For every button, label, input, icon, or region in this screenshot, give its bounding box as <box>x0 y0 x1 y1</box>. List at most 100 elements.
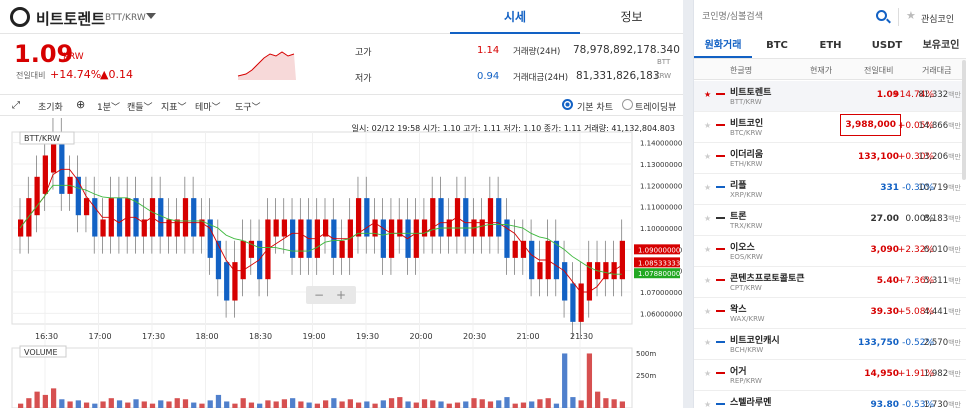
price-tag-label: 1.08533333 <box>638 259 680 267</box>
expand-icon[interactable]: ⤢ <box>12 100 20 111</box>
coin-name: 비트코인 <box>730 119 764 129</box>
tab-btc[interactable]: BTC <box>766 40 788 51</box>
amount-label: 거래대금(24H) <box>513 73 569 83</box>
interval-select[interactable]: 1분﹀ <box>97 103 121 113</box>
volume-bar <box>67 401 73 408</box>
volume-bar <box>380 400 386 408</box>
zoom-out-icon[interactable]: − <box>314 288 324 302</box>
favorite-star-icon[interactable]: ★ <box>704 276 712 285</box>
divider <box>898 8 899 26</box>
coin-price: 39.30 <box>870 307 899 317</box>
theme-select[interactable]: 테마﹀ <box>195 103 221 113</box>
tradingview-radio[interactable] <box>622 99 633 110</box>
favorite-star-icon[interactable]: ★ <box>704 307 712 316</box>
tools-select[interactable]: 도구﹀ <box>235 103 261 113</box>
candle-body <box>553 240 560 280</box>
candle-body <box>504 219 510 258</box>
favorite-star-icon[interactable]: ★ <box>704 90 712 99</box>
col-volume[interactable]: 거래대금 <box>922 66 952 75</box>
coin-row[interactable]: ★ 콘텐츠프로토콜토큰 CPT/KRW 5.40 +7.36% 5,311백만 <box>694 267 966 298</box>
chart-toolbar: ⤢ 초기화 ⊕ 1분﹀ 캔들﹀ 지표﹀ 테마﹀ 도구﹀ 기본 차트 트레이딩뷰 <box>0 94 683 116</box>
chevron-down-icon[interactable] <box>146 13 156 19</box>
favorite-star-icon[interactable]: ★ <box>704 121 712 130</box>
trend-mark-icon <box>716 403 725 405</box>
favorite-star-icon[interactable]: ★ <box>704 400 712 408</box>
volume-bar <box>182 399 189 408</box>
coin-row[interactable]: ★ 비트코인캐시 BCH/KRW 133,750 -0.52% 2,570백만 <box>694 329 966 360</box>
tab-eth[interactable]: ETH <box>819 40 842 51</box>
candle-body <box>215 240 222 280</box>
volume-bar <box>18 403 24 408</box>
zoom-in-icon[interactable]: + <box>336 288 346 302</box>
tab-usdt[interactable]: USDT <box>871 40 903 51</box>
scrollbar[interactable] <box>962 60 966 180</box>
favorite-star-icon[interactable]: ★ <box>704 369 712 378</box>
coin-price: 27.00 <box>870 214 899 224</box>
coin-volume: 8,183백만 <box>923 214 961 224</box>
volume-bar <box>537 399 543 408</box>
volume-bar <box>405 401 411 408</box>
candle-body <box>232 262 238 301</box>
coin-row[interactable]: ★ 어거 REP/KRW 14,950 +1.91% 1,982백만 <box>694 360 966 391</box>
x-tick-label: 19:30 <box>356 332 379 341</box>
indicator-select[interactable]: 지표﹀ <box>161 103 187 113</box>
coin-volume: 2,570백만 <box>923 338 961 348</box>
volume-bar <box>562 353 568 408</box>
tab-krw[interactable]: 원화거래 <box>694 34 752 58</box>
volume-bar <box>224 401 230 408</box>
favorite-star-icon[interactable]: ★ <box>704 152 712 161</box>
search-handle <box>886 18 891 24</box>
col-price[interactable]: 현재가 <box>810 66 833 75</box>
coin-row[interactable]: ★ 비트토렌트 BTT/KRW 1.09 +14.74% 81,332백만 <box>694 81 966 112</box>
favorites-label[interactable]: 관심코인 <box>921 15 955 25</box>
coin-volume: 81,332백만 <box>918 90 961 100</box>
coin-symbol: BTT/KRW <box>730 98 762 106</box>
price-chart[interactable]: 1.14000000 1.13000000 1.12000000 1.11000000… <box>0 112 683 408</box>
tab-owned[interactable]: 보유코인 <box>922 40 960 51</box>
coin-symbol: XRP/KRW <box>730 191 763 199</box>
basic-chart-radio[interactable] <box>562 99 573 110</box>
volume-bar <box>92 403 98 408</box>
coin-row[interactable]: ★ 이더리움 ETH/KRW 133,100 +0.30% 13,206백만 <box>694 143 966 174</box>
favorite-star-icon[interactable]: ★ <box>704 245 712 254</box>
volume-plot-area <box>11 347 633 408</box>
coin-change: +14.74% <box>892 90 934 100</box>
tab-price[interactable]: 시세 <box>450 0 580 34</box>
candle-body <box>75 176 81 216</box>
volume-bar <box>586 353 593 408</box>
volume-bar <box>100 401 106 408</box>
candle-select[interactable]: 캔들﹀ <box>127 103 153 113</box>
volume-bar <box>207 400 213 408</box>
reset-button[interactable]: 초기화 <box>38 103 63 113</box>
trend-mark-icon <box>716 372 725 374</box>
volume-bar <box>397 397 403 408</box>
volume-bar <box>496 400 502 408</box>
coin-row[interactable]: ★ 리플 XRP/KRW 331 -0.30% 10,719백만 <box>694 174 966 205</box>
volume-tick-label: 250m <box>636 372 656 380</box>
star-icon[interactable]: ★ <box>906 9 916 22</box>
volume-bar <box>116 400 123 408</box>
coin-row[interactable]: ★ 왁스 WAX/KRW 39.30 +5.08% 4,441백만 <box>694 298 966 329</box>
candle-body <box>421 219 428 237</box>
favorite-star-icon[interactable]: ★ <box>704 183 712 192</box>
coin-row[interactable]: ★ 트론 TRX/KRW 27.00 0.00% 8,183백만 <box>694 205 966 236</box>
search-input[interactable] <box>702 8 862 26</box>
current-price: 1.09 <box>14 40 74 68</box>
col-name[interactable]: 한글명 <box>730 66 753 75</box>
volume-bar <box>257 403 263 408</box>
favorite-star-icon[interactable]: ★ <box>704 338 712 347</box>
coin-row[interactable]: ★ 이오스 EOS/KRW 3,090 +2.32% 6,010백만 <box>694 236 966 267</box>
search-icon[interactable] <box>876 10 887 21</box>
coin-symbol: REP/KRW <box>730 377 762 385</box>
volume-bar <box>438 401 444 408</box>
volume-bar <box>215 394 222 408</box>
candle-body <box>182 198 189 237</box>
favorite-star-icon[interactable]: ★ <box>704 214 712 223</box>
col-change[interactable]: 전일대비 <box>864 66 894 75</box>
coin-row[interactable]: ★ 비트코인 BTC/KRW 3,988,000 +0.05% 14,866백만 <box>694 112 966 143</box>
candle-body <box>141 219 147 237</box>
tab-info[interactable]: 정보 <box>620 10 643 24</box>
globe-icon[interactable]: ⊕ <box>76 98 86 111</box>
coin-row[interactable]: ★스텔라루멘XLM/KRW93.80-0.53%1,730백만 <box>694 391 966 408</box>
coin-volume: 14,866백만 <box>918 121 961 131</box>
